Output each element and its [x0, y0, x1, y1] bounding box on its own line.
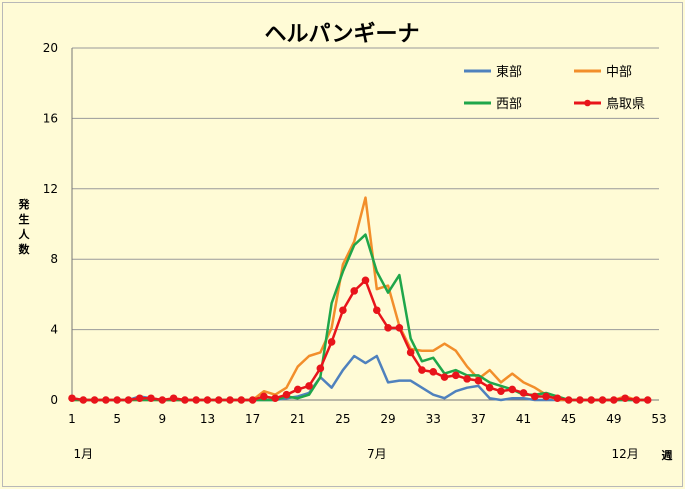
data-point: [305, 382, 313, 390]
data-point: [203, 396, 212, 404]
data-point: [79, 396, 88, 404]
x-tick-label: 13: [200, 412, 215, 426]
data-point: [632, 396, 641, 404]
y-tick-label: 16: [43, 111, 58, 125]
legend-label: 東部: [496, 64, 522, 80]
month-label: 1月: [73, 447, 93, 461]
data-point: [293, 385, 302, 394]
x-tick-label: 1: [68, 412, 76, 426]
data-point: [327, 338, 336, 346]
y-tick-label: 12: [43, 182, 58, 196]
data-point: [226, 396, 234, 404]
data-point: [418, 366, 426, 374]
series-line-1: [72, 196, 648, 402]
data-point: [463, 375, 471, 383]
x-tick-label: 21: [290, 412, 305, 426]
data-point: [531, 392, 539, 401]
data-point: [621, 394, 629, 403]
month-label: 12月: [611, 447, 638, 461]
data-point: [169, 394, 178, 403]
data-point: [598, 396, 607, 404]
y-tick-label: 8: [50, 252, 58, 266]
data-point: [316, 364, 325, 373]
data-point: [485, 383, 494, 392]
x-tick-label: 41: [516, 412, 531, 426]
data-point: [68, 394, 76, 403]
legend-label: 中部: [606, 65, 632, 80]
data-point: [339, 306, 347, 315]
data-point: [564, 396, 573, 404]
y-tick-label: 20: [43, 41, 58, 55]
data-point: [553, 394, 562, 403]
y-tick-label: 4: [50, 323, 58, 337]
chart-title: ヘルパンギーナ: [264, 22, 419, 47]
grid-layer: [72, 47, 659, 401]
x-tick-label: 53: [651, 412, 666, 426]
x-tick-label: 37: [471, 412, 486, 426]
data-point: [181, 396, 189, 404]
x-tick-label: 5: [113, 412, 121, 426]
data-point: [587, 396, 596, 404]
data-point: [508, 385, 517, 394]
x-tick-label: 33: [426, 412, 441, 426]
x-tick-label: 45: [561, 412, 576, 426]
legend-label: 鳥取県: [606, 97, 645, 112]
data-point: [260, 392, 268, 401]
data-point: [440, 373, 449, 381]
chart-canvas: ヘルパンギーナ 0 4 8 12 16 20 1 5 9 13 17 21 25 29 33 37 41 45 49…: [18, 22, 673, 462]
series-layer: [68, 196, 652, 404]
data-point: [610, 396, 618, 404]
data-point: [474, 376, 483, 385]
data-point: [271, 394, 279, 403]
data-point: [643, 396, 652, 404]
data-point: [429, 368, 438, 376]
data-point: [237, 396, 246, 404]
data-point: [214, 396, 223, 404]
data-point: [406, 348, 415, 357]
series-line-3: [71, 279, 648, 402]
data-point: [350, 287, 359, 295]
data-point: [102, 396, 110, 404]
data-point: [282, 390, 291, 399]
data-point: [384, 324, 392, 332]
x-tick-label: 25: [335, 412, 350, 426]
data-point: [124, 396, 133, 404]
month-label: 7月: [367, 447, 387, 461]
data-point: [395, 324, 404, 332]
data-point: [147, 394, 155, 403]
data-point: [372, 306, 381, 315]
data-point: [135, 394, 144, 403]
x-tick-label: 49: [606, 412, 621, 426]
data-point: [192, 396, 200, 404]
data-point: [497, 387, 505, 396]
y-tick-label: 0: [50, 393, 58, 407]
data-point: [361, 276, 370, 285]
data-point: [519, 389, 528, 397]
data-point: [452, 371, 460, 380]
legend-label: 西部: [496, 97, 522, 112]
x-tick-label: 9: [158, 412, 166, 426]
x-unit-label: 週: [662, 448, 673, 462]
x-tick-label: 17: [245, 412, 260, 426]
series-line-0: [71, 354, 648, 402]
y-axis-title: 発生人数: [18, 197, 31, 256]
data-point: [542, 392, 550, 401]
data-point: [90, 396, 99, 404]
data-point: [248, 396, 257, 404]
legend-marker: [584, 99, 591, 107]
x-tick-label: 29: [380, 412, 395, 426]
data-point: [158, 396, 167, 404]
data-point: [576, 396, 584, 404]
data-point: [113, 396, 121, 404]
